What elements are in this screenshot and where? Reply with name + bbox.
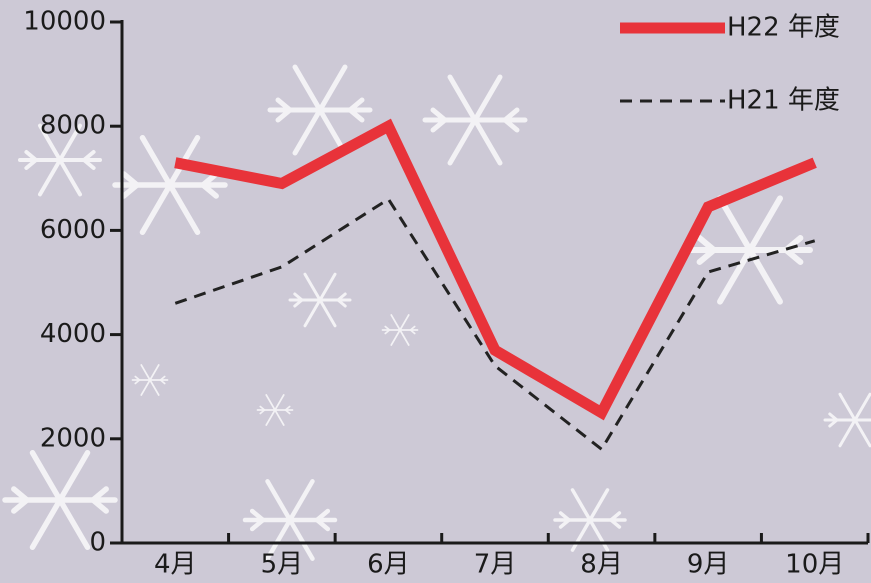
x-tick-label: 4月 [154,550,197,580]
y-tick-label: 0 [89,528,106,558]
y-tick-label: 2000 [40,423,106,453]
y-tick-label: 8000 [40,111,106,141]
x-tick-label: 8月 [580,550,623,580]
x-tick-label: 6月 [367,550,410,580]
legend-label: H21 年度 [727,86,840,116]
x-tick-label: 5月 [261,550,304,580]
y-tick-label: 6000 [40,215,106,245]
x-tick-label: 10月 [785,550,844,580]
series-line [174,118,817,421]
legend-label: H22 年度 [727,13,840,43]
x-tick-label: 7月 [474,550,517,580]
x-tick-label: 9月 [687,550,730,580]
y-tick-label: 10000 [23,7,106,37]
y-tick-label: 4000 [40,319,106,349]
